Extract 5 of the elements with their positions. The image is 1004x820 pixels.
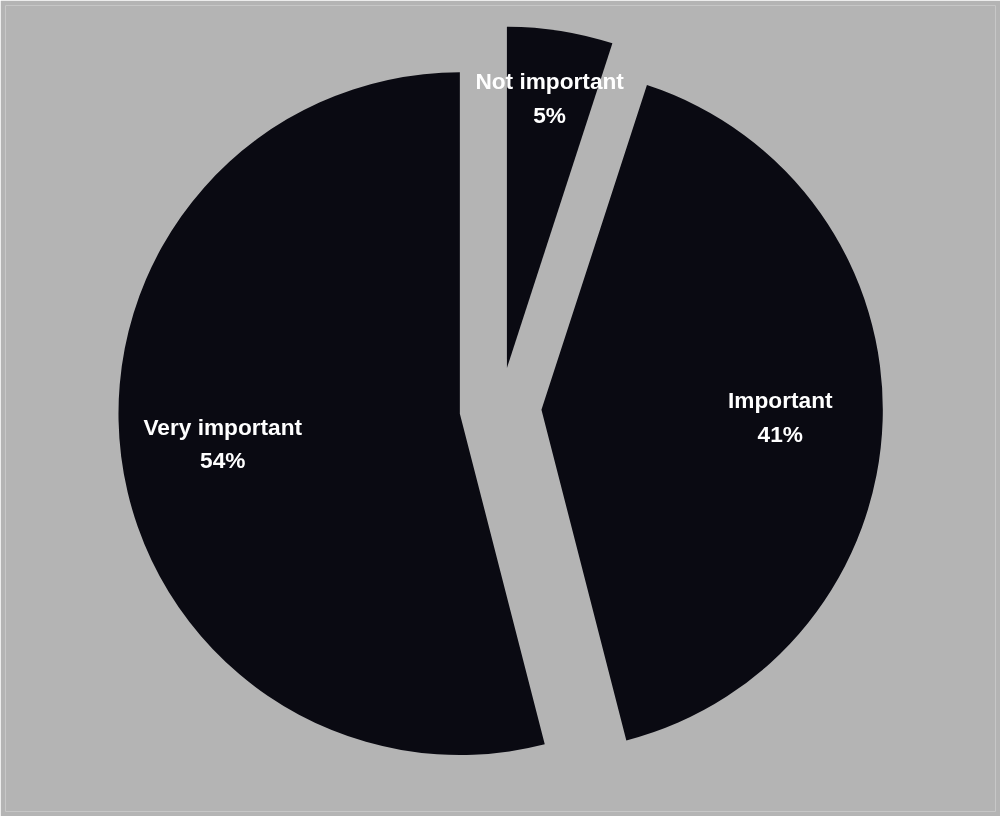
slice-label: Very important (143, 413, 303, 440)
data-label: 41% (757, 421, 803, 448)
data-label: 54% (200, 447, 246, 474)
slice-label: Important (728, 387, 833, 414)
data-label: 5% (533, 102, 567, 129)
